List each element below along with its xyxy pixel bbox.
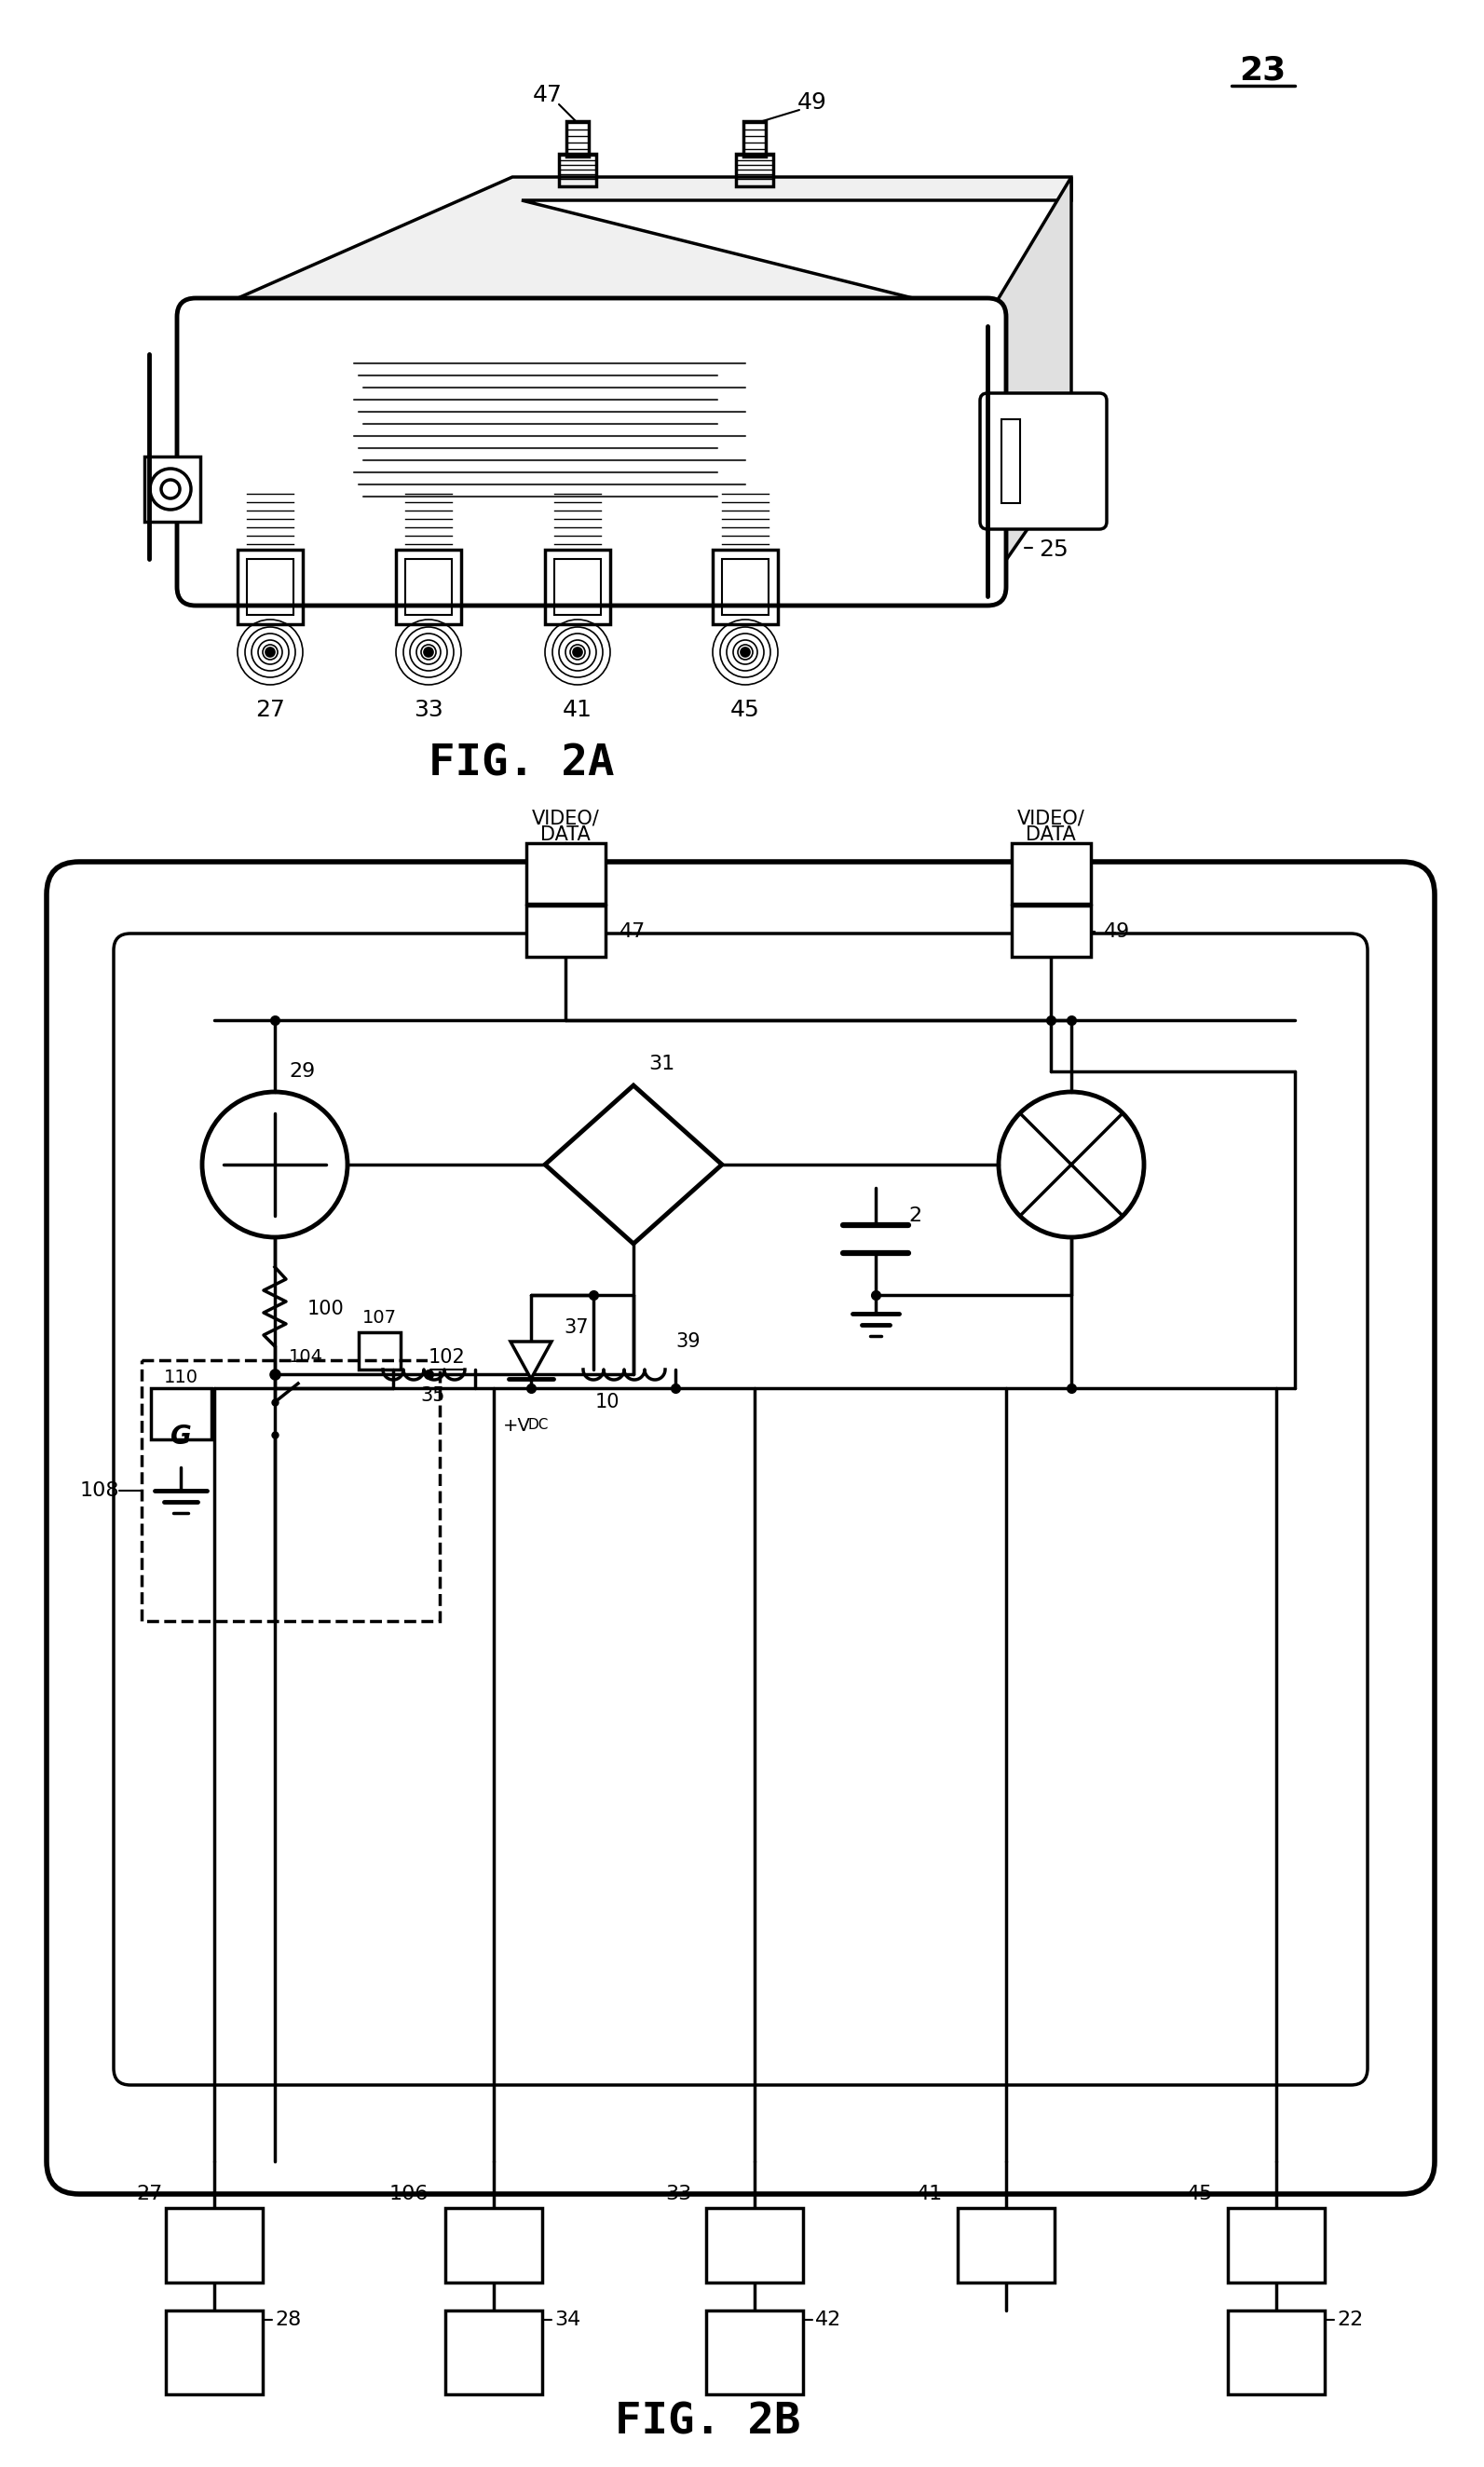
- Text: 47: 47: [619, 923, 646, 940]
- Text: 33: 33: [414, 698, 444, 720]
- Bar: [246, 560, 294, 614]
- Text: 37: 37: [564, 1317, 588, 1337]
- Text: FIG. 2A: FIG. 2A: [429, 743, 614, 785]
- Bar: [567, 121, 589, 155]
- Circle shape: [266, 646, 275, 656]
- Bar: [1227, 2208, 1325, 2282]
- Bar: [396, 550, 462, 624]
- Text: 110: 110: [163, 1369, 197, 1386]
- Text: 34: 34: [555, 2312, 580, 2329]
- Bar: [151, 1389, 211, 1438]
- FancyBboxPatch shape: [177, 299, 1006, 604]
- Bar: [1012, 844, 1091, 903]
- Text: 27: 27: [137, 2186, 163, 2203]
- Circle shape: [424, 646, 433, 656]
- Text: 27: 27: [255, 698, 285, 720]
- Text: DATA: DATA: [1025, 826, 1076, 844]
- Bar: [545, 550, 610, 624]
- Text: FIG. 2B: FIG. 2B: [614, 2400, 801, 2442]
- Bar: [527, 905, 605, 957]
- Bar: [706, 2312, 803, 2395]
- Text: 47: 47: [533, 84, 562, 106]
- Text: 41: 41: [917, 2186, 942, 2203]
- Bar: [743, 121, 766, 155]
- Text: VIDEO/: VIDEO/: [1017, 809, 1085, 826]
- Text: 22: 22: [1337, 2312, 1364, 2329]
- Bar: [559, 153, 597, 187]
- Text: 102: 102: [429, 1347, 466, 1367]
- Text: 108: 108: [80, 1480, 119, 1500]
- Circle shape: [573, 646, 582, 656]
- Text: 10: 10: [595, 1394, 619, 1411]
- Text: 23: 23: [1239, 54, 1285, 86]
- Bar: [555, 560, 601, 614]
- Text: 29: 29: [289, 1063, 316, 1081]
- Text: CABLE
DROP: CABLE DROP: [187, 2334, 242, 2371]
- Bar: [723, 560, 769, 614]
- Bar: [359, 1332, 401, 1369]
- Text: 39: 39: [675, 1332, 700, 1352]
- Bar: [166, 2208, 263, 2282]
- Text: G: G: [171, 1423, 191, 1451]
- Text: 28: 28: [275, 2312, 301, 2329]
- Bar: [736, 153, 773, 187]
- Text: MODEM: MODEM: [721, 2344, 788, 2361]
- Bar: [957, 2208, 1055, 2282]
- Text: +V: +V: [503, 1416, 531, 1433]
- Text: 41: 41: [562, 698, 592, 720]
- Text: 49: 49: [1104, 923, 1131, 940]
- Text: 25: 25: [1039, 538, 1068, 560]
- Text: 42: 42: [815, 2312, 841, 2329]
- Text: 104: 104: [289, 1349, 324, 1367]
- Text: 106: 106: [389, 2186, 429, 2203]
- Text: 45: 45: [1187, 2186, 1212, 2203]
- FancyBboxPatch shape: [979, 392, 1107, 530]
- Bar: [166, 2312, 263, 2395]
- Bar: [405, 560, 451, 614]
- Bar: [706, 2208, 803, 2282]
- Text: 31: 31: [649, 1053, 675, 1073]
- Bar: [712, 550, 778, 624]
- Text: 107: 107: [362, 1310, 396, 1327]
- Polygon shape: [196, 178, 1071, 336]
- Text: VIDEO/
DATA: VIDEO/ DATA: [1247, 2334, 1306, 2371]
- Bar: [1227, 2312, 1325, 2395]
- Bar: [445, 2208, 542, 2282]
- FancyBboxPatch shape: [114, 933, 1368, 2085]
- Bar: [1012, 905, 1091, 957]
- Text: DATA: DATA: [540, 826, 591, 844]
- Text: 2: 2: [908, 1206, 922, 1226]
- Polygon shape: [144, 456, 200, 521]
- Text: DC: DC: [527, 1419, 548, 1433]
- Text: 33: 33: [665, 2186, 692, 2203]
- Text: POWER: POWER: [463, 2344, 525, 2361]
- Text: 49: 49: [797, 91, 827, 113]
- Bar: [1002, 419, 1020, 503]
- Polygon shape: [510, 1342, 552, 1379]
- Bar: [445, 2312, 542, 2395]
- Bar: [141, 1359, 439, 1621]
- Circle shape: [741, 646, 749, 656]
- Polygon shape: [987, 178, 1071, 587]
- Text: 45: 45: [730, 698, 760, 720]
- Text: 100: 100: [307, 1300, 344, 1317]
- Text: 35: 35: [421, 1386, 445, 1404]
- FancyBboxPatch shape: [46, 861, 1435, 2193]
- Polygon shape: [545, 1085, 723, 1243]
- Bar: [527, 844, 605, 903]
- Bar: [237, 550, 303, 624]
- Text: VIDEO/: VIDEO/: [531, 809, 600, 826]
